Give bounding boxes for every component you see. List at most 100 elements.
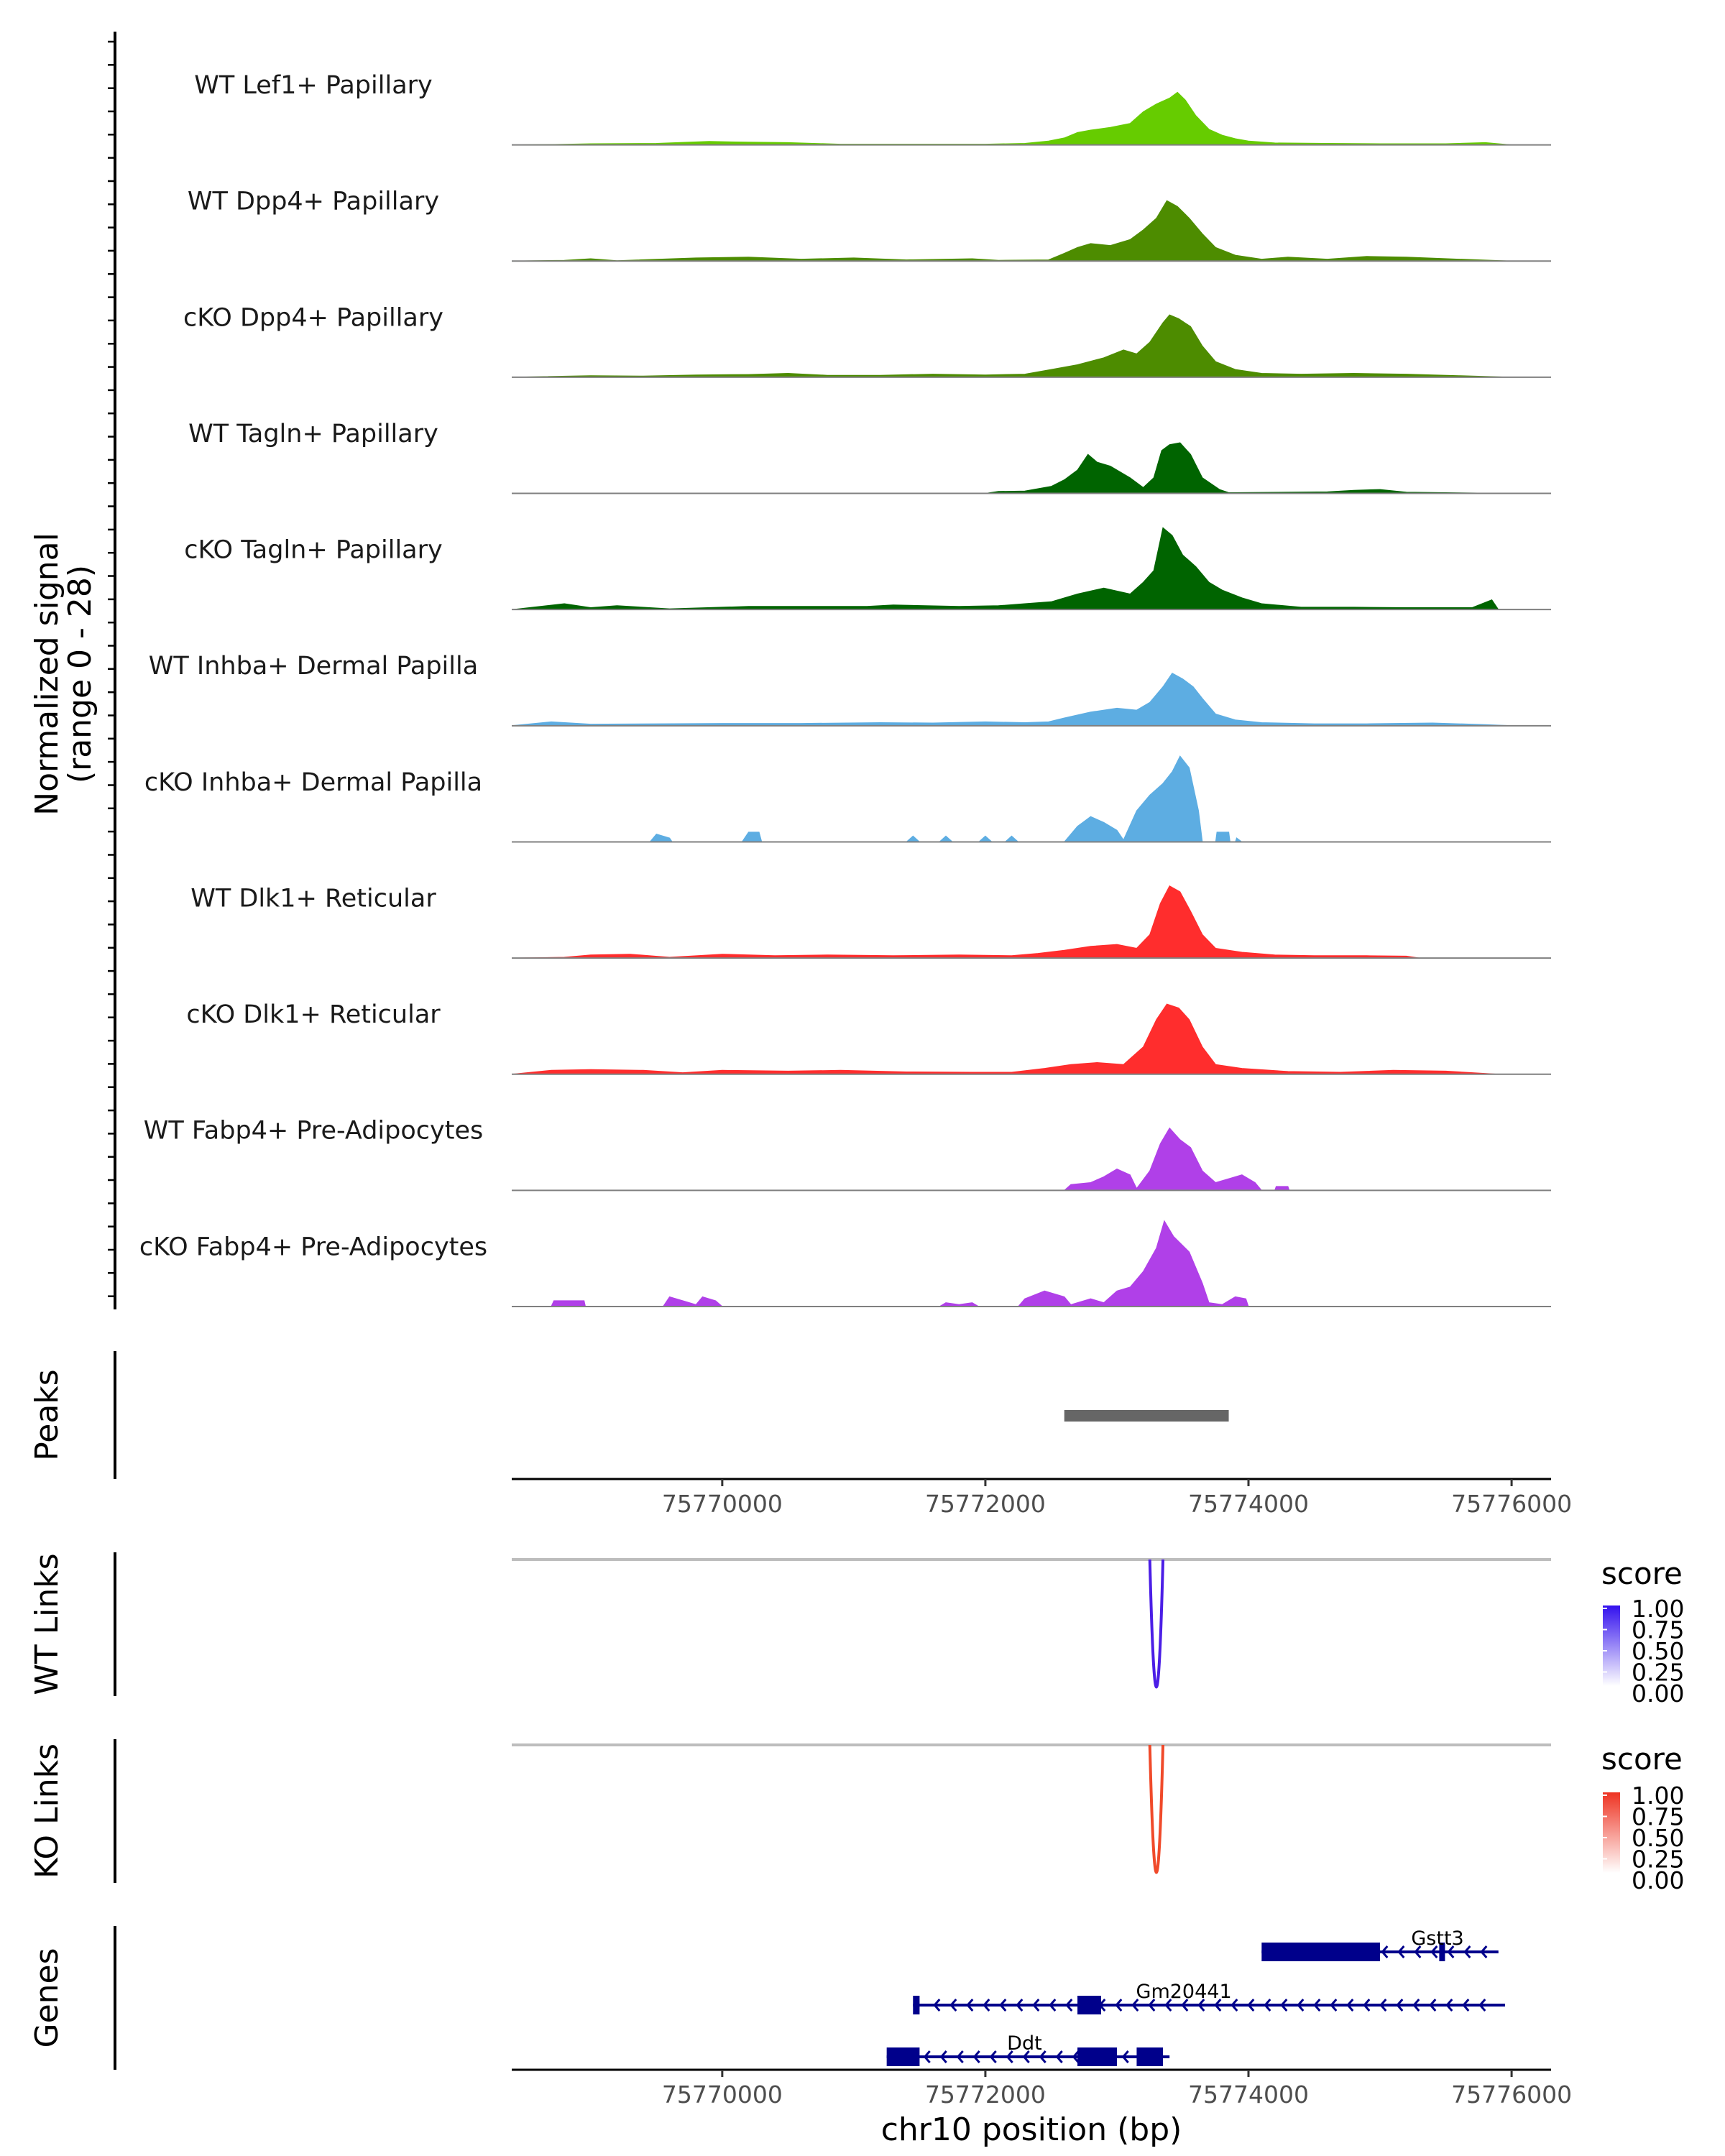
- gene-name-label: Ddt: [1007, 2032, 1042, 2055]
- coverage-area: [511, 672, 1512, 727]
- peaks-panel-title: Peaks: [29, 1369, 65, 1460]
- peaks-x-tick-label: 75776000: [1451, 1490, 1572, 1518]
- gene-gm20441: Gm20441: [913, 1981, 1505, 2014]
- track-wt-dlk1-reticular: WT Dlk1+ Reticular: [190, 884, 1551, 959]
- gene-exon: [886, 2047, 920, 2066]
- track-wt-inhba-dermal-papilla: WT Inhba+ Dermal Papilla: [149, 652, 1551, 727]
- legend-tick-label: 0.00: [1632, 1866, 1684, 1894]
- track-wt-lef1-papillary: WT Lef1+ Papillary: [194, 71, 1551, 146]
- genes-x-axis-ticks: 75770000 75772000 75774000 75776000: [662, 2070, 1572, 2109]
- link-arc: [1148, 1744, 1165, 1874]
- coverage-area: [511, 200, 1512, 262]
- ko-links-panel: KO Links score 1.000.750.500.250.00: [29, 1739, 1684, 1894]
- genes-panel-title: Genes: [29, 1948, 65, 2047]
- legend-tick-label: 0.25: [1632, 1846, 1684, 1874]
- strand-chevron: [966, 1999, 974, 2012]
- coverage-area: [511, 314, 1512, 378]
- strand-chevron: [1049, 1999, 1057, 2012]
- strand-chevron: [933, 1999, 941, 2012]
- track-cko-dpp4-papillary: cKO Dpp4+ Papillary: [183, 303, 1551, 378]
- coverage-y-axis-ticks: [108, 40, 115, 1297]
- strand-chevron: [949, 1999, 957, 2012]
- peak-range: [1064, 1410, 1229, 1422]
- strand-chevron: [1397, 1945, 1405, 1958]
- strand-chevron: [923, 2050, 931, 2063]
- strand-chevron: [1115, 1999, 1123, 2012]
- ko-score-legend: score 1.000.750.500.250.00: [1601, 1741, 1684, 1894]
- strand-chevron: [1032, 1999, 1040, 2012]
- track-cko-fabp4-pre-adipocytes: cKO Fabp4+ Pre-Adipocytes: [139, 1220, 1551, 1307]
- strand-chevron: [1230, 1999, 1238, 2012]
- legend-tick-label: 0.75: [1632, 1616, 1684, 1644]
- strand-chevron: [1414, 1945, 1422, 1958]
- ko-legend-colorbar: [1603, 1792, 1620, 1873]
- legend-tick-label: 0.50: [1632, 1637, 1684, 1665]
- strand-chevron: [1429, 1999, 1437, 2012]
- strand-chevron: [1006, 2050, 1013, 2063]
- strand-chevron: [1396, 1999, 1404, 2012]
- strand-chevron: [1197, 1999, 1205, 2012]
- gene-gstt3: Gstt3: [1261, 1927, 1499, 1961]
- signal-ylabel-line1: Normalized signal: [29, 533, 65, 816]
- strand-chevron: [1072, 2050, 1080, 2063]
- wt-score-legend: score 1.000.750.500.250.00: [1601, 1556, 1684, 1708]
- strand-chevron: [1346, 1999, 1354, 2012]
- coverage-tracks: WT Lef1+ Papillary WT Dpp4+ Papillary cKO …: [139, 71, 1551, 1307]
- strand-chevron: [1280, 1999, 1288, 2012]
- strand-chevron: [999, 1999, 1007, 2012]
- gene-models: Gstt3 Gm20441 Ddt: [886, 1927, 1505, 2066]
- peaks-x-tick-label: 75772000: [925, 1490, 1046, 1518]
- strand-chevron: [1055, 2050, 1063, 2063]
- legend-tick-label: 0.75: [1632, 1803, 1684, 1831]
- track-label: WT Lef1+ Papillary: [194, 71, 433, 100]
- strand-chevron: [1412, 1999, 1420, 2012]
- strand-chevron: [972, 2050, 980, 2063]
- genes-x-tick-label: 75776000: [1451, 2081, 1572, 2109]
- ko-link-arcs: [1148, 1744, 1165, 1874]
- coverage-y-axis-title: Normalized signal (range 0 - 28): [29, 533, 98, 816]
- coverage-area: [511, 91, 1512, 146]
- strand-chevron: [1247, 1999, 1255, 2012]
- coverage-area: [512, 755, 1512, 842]
- x-axis-title: chr10 position (bp): [881, 2111, 1182, 2148]
- legend-tick-label: 1.00: [1632, 1595, 1684, 1623]
- coverage-panel: Normalized signal (range 0 - 28) WT Lef1…: [29, 32, 1551, 1309]
- strand-chevron: [1164, 1999, 1172, 2012]
- strand-chevron: [939, 2050, 947, 2063]
- strand-chevron: [1478, 1999, 1486, 2012]
- strand-chevron: [1381, 1945, 1389, 1958]
- gene-exon: [1261, 1943, 1381, 1961]
- track-label: cKO Dpp4+ Papillary: [183, 303, 443, 332]
- genes-x-tick-label: 75774000: [1188, 2081, 1309, 2109]
- track-label: cKO Inhba+ Dermal Papilla: [144, 768, 482, 797]
- strand-chevron: [1313, 1999, 1321, 2012]
- coverage-area: [511, 885, 1420, 959]
- strand-chevron: [1039, 2050, 1046, 2063]
- wt-links-panel-title: WT Links: [29, 1553, 65, 1695]
- strand-chevron: [1148, 1999, 1156, 2012]
- gene-exon: [913, 1996, 920, 2014]
- ko-links-panel-title: KO Links: [29, 1743, 65, 1879]
- wt-links-panel: WT Links score 1.000.750.500.250.00: [29, 1552, 1684, 1708]
- track-label: WT Tagln+ Papillary: [188, 420, 438, 448]
- strand-chevron: [1131, 1999, 1139, 2012]
- coverage-area: [511, 1003, 1499, 1075]
- gene-exon: [1136, 2047, 1164, 2066]
- peaks-x-tick-label: 75774000: [1188, 1490, 1309, 1518]
- track-label: cKO Tagln+ Papillary: [184, 536, 443, 565]
- track-wt-tagln-papillary: WT Tagln+ Papillary: [188, 420, 1551, 494]
- track-label: WT Dlk1+ Reticular: [190, 884, 436, 913]
- track-wt-fabp4-pre-adipocytes: WT Fabp4+ Pre-Adipocytes: [144, 1117, 1551, 1192]
- legend-tick-label: 1.00: [1632, 1782, 1684, 1810]
- track-cko-tagln-papillary: cKO Tagln+ Papillary: [184, 527, 1551, 611]
- track-label: cKO Fabp4+ Pre-Adipocytes: [139, 1233, 487, 1261]
- strand-chevron: [1016, 1999, 1024, 2012]
- strand-chevron: [1264, 1999, 1271, 2012]
- gene-exon: [1077, 1996, 1102, 2014]
- strand-chevron: [983, 1999, 990, 2012]
- strand-chevron: [1297, 1999, 1305, 2012]
- legend-tick-label: 0.50: [1632, 1824, 1684, 1852]
- strand-chevron: [1480, 1945, 1488, 1958]
